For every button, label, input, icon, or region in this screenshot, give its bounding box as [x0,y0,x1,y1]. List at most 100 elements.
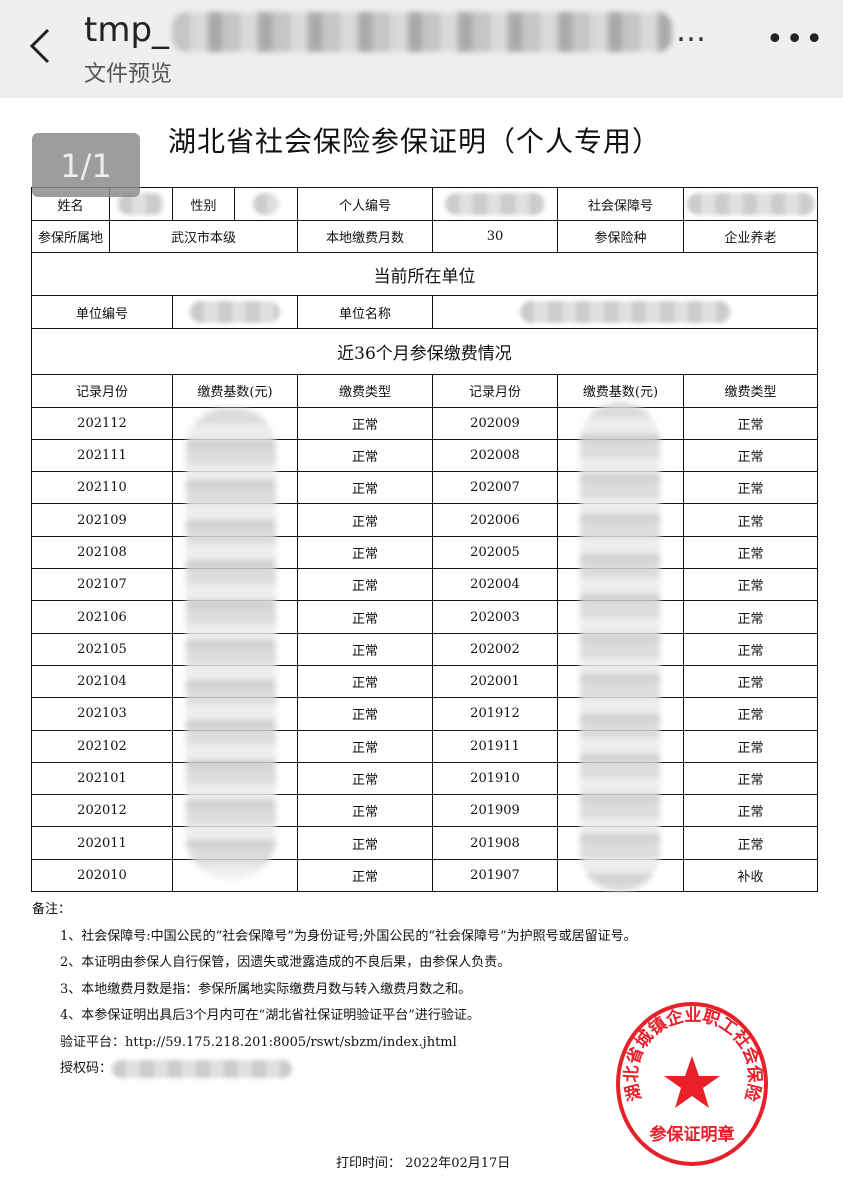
record-month: 201911 [432,729,558,763]
notes: 备注： 1、社会保障号:中国公民的“社会保障号”为身份证号;外国公民的“社会保障… [32,897,637,1083]
more-icon[interactable]: ••• [766,22,826,57]
record-month: 202002 [432,632,558,666]
payment-type: 正常 [683,568,818,602]
insurance-type-value: 企业养老 [683,219,818,254]
unit-name-redacted [432,295,818,330]
gender-label: 性别 [172,187,235,221]
table-row: 202107 正常 202004 正常 [31,568,818,602]
table-row: 202010 正常 201907 补收 [31,858,818,893]
record-month: 202001 [432,664,558,699]
unit-section-heading: 当前所在单位 [31,252,818,297]
payment-type: 正常 [297,664,433,699]
table-row: 202102 正常 201911 正常 [31,729,818,763]
top-bar: tmp_ … 文件预览 ••• [0,0,843,98]
page-indicator: 1/1 [32,133,140,197]
record-month: 202011 [31,826,173,860]
record-month: 201908 [432,826,558,860]
payment-type: 正常 [297,794,433,828]
subtitle: 文件预览 [84,62,173,87]
note-item: 2、本证明由参保人自行保管，因遗失或泄露造成的不良后果，由参保人负责。 [60,955,511,970]
payment-type: 正常 [297,406,433,440]
record-month: 202104 [31,664,173,699]
record-month: 202112 [31,406,173,440]
payment-type: 正常 [297,535,433,570]
redacted-base-amounts-left [186,408,276,878]
record-month: 202003 [432,600,558,634]
table-row: 202105 正常 202002 正常 [31,632,818,666]
payment-type: 正常 [683,503,818,537]
payment-type: 正常 [683,471,818,505]
record-month: 202004 [432,568,558,602]
table-row: 202104 正常 202001 正常 [31,664,818,699]
ssn-label: 社会保障号 [557,187,684,221]
months-label: 本地缴费月数 [297,219,433,254]
unit-no-redacted [172,295,298,330]
insurance-type-label: 参保险种 [557,219,684,254]
record-month: 201909 [432,794,558,828]
record-month: 202111 [31,438,173,473]
table-row: 202112 正常 202009 正常 [31,406,818,440]
payment-type: 正常 [683,794,818,828]
record-month: 202005 [432,535,558,570]
personal-no-label: 个人编号 [297,187,433,221]
column-header: 缴费类型 [683,374,818,408]
payment-type: 正常 [297,503,433,537]
ssn-redacted [683,187,818,221]
redacted-base-amounts-right [580,402,660,892]
record-section-heading: 近36个月参保缴费情况 [31,328,818,376]
record-month: 202012 [31,794,173,828]
payment-type: 正常 [683,664,818,699]
payment-type: 正常 [683,761,818,796]
table-row: 202101 正常 201910 正常 [31,761,818,796]
payment-type: 正常 [683,826,818,860]
payment-type: 正常 [297,471,433,505]
record-month: 202109 [31,503,173,537]
record-month: 202108 [31,535,173,570]
official-seal: 湖北省城镇企业职工社会保险 参保证明章 [616,1002,768,1166]
payment-type: 正常 [297,438,433,473]
record-month: 202106 [31,600,173,634]
record-month: 202010 [31,858,173,893]
payment-type: 正常 [683,438,818,473]
print-time: 打印时间： 2022年02月17日 [336,1156,511,1171]
verify-platform: 验证平台：http://59.175.218.201:8005/rswt/sbz… [60,1034,457,1050]
note-item: 3、本地缴费月数是指：参保所属地实际缴费月数与转入缴费月数之和。 [60,981,472,997]
record-month: 202110 [31,471,173,505]
redacted-filename [172,12,672,52]
record-month: 201907 [432,858,558,893]
payment-type: 正常 [683,632,818,666]
region-value: 武汉市本级 [109,219,298,254]
svg-text:参保证明章: 参保证明章 [650,1124,735,1145]
record-month: 201910 [432,761,558,796]
table-row: 202111 正常 202008 正常 [31,438,818,473]
unit-no-label: 单位编号 [31,295,173,330]
region-label: 参保所属地 [31,219,110,254]
months-value: 30 [432,219,558,254]
certificate-table: 姓名 性别 个人编号 社会保障号 参保所属地 武汉市本级 本地缴费月数 30 参… [31,187,818,893]
record-month: 202008 [432,438,558,473]
unit-name-label: 单位名称 [297,295,433,330]
gender-value-redacted [234,187,298,221]
auth-code: 授权码： [32,1056,637,1083]
chevron-left-icon[interactable] [26,26,56,66]
table-row: 202108 正常 202005 正常 [31,535,818,570]
record-month: 202006 [432,503,558,537]
table-row: 202012 正常 201909 正常 [31,794,818,828]
payment-type: 正常 [297,697,433,731]
table-row: 202106 正常 202003 正常 [31,600,818,634]
payment-type: 正常 [297,729,433,763]
record-month: 202105 [31,632,173,666]
payment-type: 正常 [683,729,818,763]
record-month: 202107 [31,568,173,602]
table-row: 202109 正常 202006 正常 [31,503,818,537]
payment-type: 正常 [297,761,433,796]
table-row: 202110 正常 202007 正常 [31,471,818,505]
auth-code-label: 授权码： [60,1061,113,1076]
table-row: 202011 正常 201908 正常 [31,826,818,860]
column-header: 记录月份 [31,374,173,408]
payment-type: 正常 [297,858,433,893]
payment-type: 正常 [683,600,818,634]
record-month: 202007 [432,471,558,505]
table-row: 202103 正常 201912 正常 [31,697,818,731]
record-month: 202101 [31,761,173,796]
